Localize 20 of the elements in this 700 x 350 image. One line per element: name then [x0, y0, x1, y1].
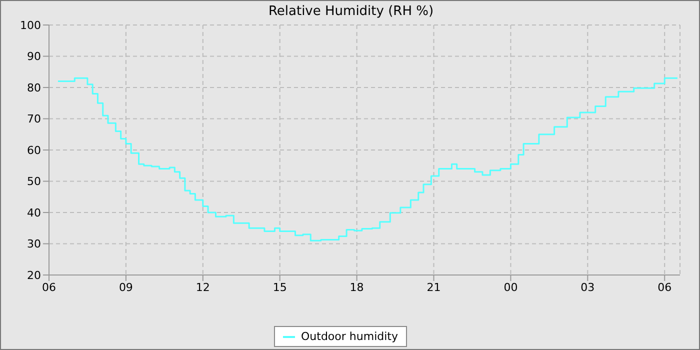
chart-title: Relative Humidity (RH %)	[267, 4, 435, 19]
x-tick-label: 21	[426, 280, 441, 294]
y-tick-label: 60	[27, 144, 41, 157]
y-tick-label: 20	[27, 268, 41, 282]
x-tick-label: 12	[196, 280, 210, 294]
x-tick-label: 06	[658, 280, 672, 294]
x-tick-label: 00	[504, 280, 518, 294]
y-tick-label: 90	[27, 50, 41, 64]
y-tick-label: 100	[20, 18, 41, 32]
x-tick-label: 09	[118, 280, 133, 294]
y-tick-label: 30	[27, 238, 41, 251]
y-tick-label: 50	[27, 175, 41, 188]
x-tick-label: 15	[272, 280, 287, 294]
y-tick-label: 70	[27, 112, 41, 126]
x-tick-label: 06	[42, 280, 56, 294]
legend-label: Outdoor humidity	[300, 330, 398, 343]
x-tick-label: 03	[580, 280, 595, 294]
x-tick-label: 18	[350, 280, 364, 294]
y-tick-label: 80	[27, 81, 41, 94]
y-tick-label: 40	[27, 206, 41, 220]
